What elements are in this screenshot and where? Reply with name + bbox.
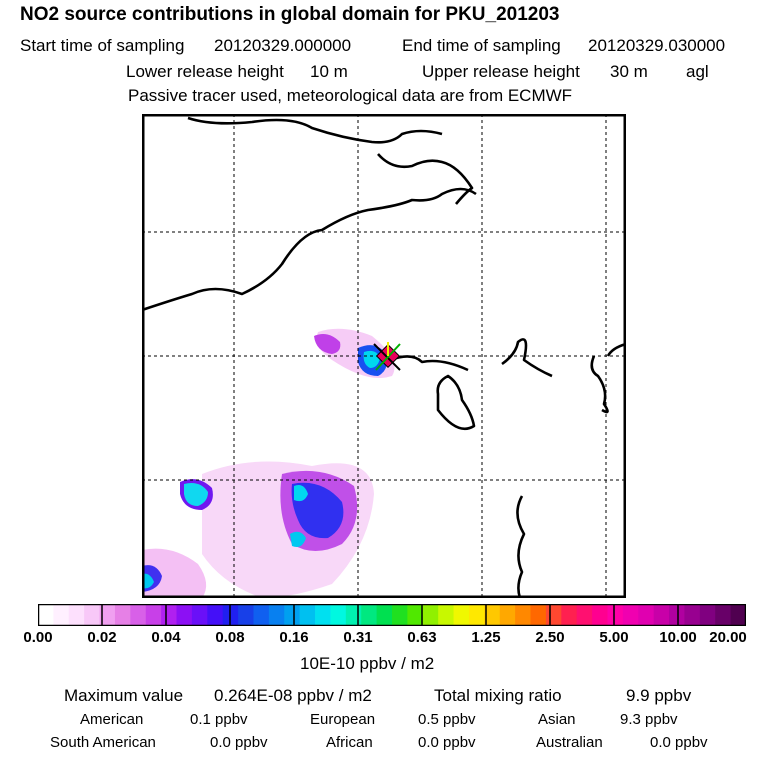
colorbar-cell xyxy=(38,604,54,626)
colorbar-cell xyxy=(299,604,316,626)
max-value-label: Maximum value xyxy=(64,686,184,705)
colorbar-tick-label: 0.08 xyxy=(215,629,245,646)
colorbar-tick-label: 10.00 xyxy=(659,629,697,646)
region-name: Asian xyxy=(538,711,576,728)
colorbar-cell xyxy=(238,604,255,626)
page-title: NO2 source contributions in global domai… xyxy=(20,4,560,25)
source-location-marker xyxy=(373,342,401,371)
colorbar-cell xyxy=(176,604,193,626)
upper-release-unit: agl xyxy=(686,62,709,81)
max-value: 0.264E-08 ppbv / m2 xyxy=(214,686,372,705)
plume-south-cyan-2 xyxy=(290,531,306,547)
plume-west-cyan xyxy=(184,483,208,506)
region-name: South American xyxy=(50,734,156,751)
coastlines-borders xyxy=(142,116,626,598)
tracer-note: Passive tracer used, meteorological data… xyxy=(128,86,573,105)
plume-corner-light xyxy=(142,548,207,598)
colorbar-cell xyxy=(453,604,470,626)
colorbar-cell xyxy=(84,604,101,626)
region-value: 0.5 ppbv xyxy=(418,711,476,728)
colorbar-cell xyxy=(407,604,424,626)
colorbar-cell xyxy=(376,604,393,626)
colorbar-cell xyxy=(114,604,131,626)
colorbar-cell xyxy=(268,604,285,626)
colorbar-tick-label: 0.16 xyxy=(279,629,309,646)
colorbar-tick-label: 20.00 xyxy=(709,629,747,646)
colorbar-cell xyxy=(607,604,624,626)
colorbar-cell xyxy=(684,604,701,626)
lower-release-label: Lower release height xyxy=(126,62,284,81)
lower-release-value: 10 m xyxy=(310,62,348,81)
region-value: 0.0 ppbv xyxy=(210,734,268,751)
upper-release-value: 30 m xyxy=(610,62,648,81)
start-time-value: 20120329.000000 xyxy=(214,36,352,55)
colorbar-cell xyxy=(315,604,332,626)
start-time-label: Start time of sampling xyxy=(20,36,185,55)
colorbar-cell xyxy=(515,604,532,626)
colorbar-cell xyxy=(161,604,178,626)
plume-south-cyan xyxy=(294,485,308,502)
colorbar-cell xyxy=(207,604,224,626)
colorbar-tick-label: 0.31 xyxy=(343,629,373,646)
colorbar-cell xyxy=(253,604,270,626)
colorbar-cell xyxy=(438,604,455,626)
colorbar-cell xyxy=(284,604,301,626)
colorbar-cell xyxy=(699,604,716,626)
region-value: 9.3 ppbv xyxy=(620,711,678,728)
colorbar-cell xyxy=(422,604,439,626)
upper-release-label: Upper release height xyxy=(422,62,580,81)
colorbar-cell xyxy=(638,604,655,626)
plume-north-mid xyxy=(314,334,341,354)
colorbar-cell xyxy=(468,604,485,626)
region-value: 0.0 ppbv xyxy=(650,734,708,751)
colorbar xyxy=(38,604,746,626)
plume-corner-cyan xyxy=(142,573,154,589)
end-time-value: 20120329.030000 xyxy=(588,36,726,55)
colorbar-tick-label: 0.00 xyxy=(23,629,53,646)
total-mixing-value: 9.9 ppbv xyxy=(626,686,692,705)
colorbar-cell xyxy=(622,604,639,626)
colorbar-cell xyxy=(345,604,362,626)
colorbar-cell xyxy=(484,604,501,626)
colorbar-cell xyxy=(715,604,732,626)
colorbar-tick-label: 5.00 xyxy=(599,629,629,646)
region-name: African xyxy=(326,734,373,751)
colorbar-cell xyxy=(191,604,208,626)
colorbar-unit: 10E-10 ppbv / m2 xyxy=(300,654,435,673)
colorbar-tick-label: 0.04 xyxy=(151,629,181,646)
concentration-map xyxy=(142,114,626,598)
colorbar-cell xyxy=(561,604,578,626)
region-value: 0.0 ppbv xyxy=(418,734,476,751)
map-grid xyxy=(142,114,626,598)
colorbar-cell xyxy=(392,604,408,626)
colorbar-cell xyxy=(330,604,347,626)
concentration-plumes xyxy=(142,328,395,598)
colorbar-cell xyxy=(545,604,562,626)
colorbar-cell xyxy=(68,604,85,626)
end-time-label: End time of sampling xyxy=(402,36,561,55)
colorbar-cell xyxy=(130,604,147,626)
plume-north-cyan xyxy=(363,350,380,368)
colorbar-cell xyxy=(530,604,547,626)
colorbar-tick-label: 2.50 xyxy=(535,629,565,646)
region-value: 0.1 ppbv xyxy=(190,711,248,728)
colorbar-tick-label: 0.02 xyxy=(87,629,117,646)
total-mixing-label: Total mixing ratio xyxy=(434,686,562,705)
region-name: American xyxy=(80,711,144,728)
colorbar-tick-label: 0.63 xyxy=(407,629,437,646)
colorbar-cell xyxy=(499,604,516,626)
colorbar-cell xyxy=(592,604,609,626)
colorbar-cell xyxy=(361,604,378,626)
region-name: European xyxy=(310,711,376,728)
colorbar-cell xyxy=(99,604,116,626)
colorbar-cell xyxy=(576,604,593,626)
colorbar-cell xyxy=(145,604,162,626)
region-name: Australian xyxy=(536,734,603,751)
colorbar-cell xyxy=(53,604,70,626)
colorbar-cell xyxy=(653,604,670,626)
colorbar-cell xyxy=(730,604,746,626)
colorbar-tick-label: 1.25 xyxy=(471,629,501,646)
colorbar-cell xyxy=(669,604,686,626)
